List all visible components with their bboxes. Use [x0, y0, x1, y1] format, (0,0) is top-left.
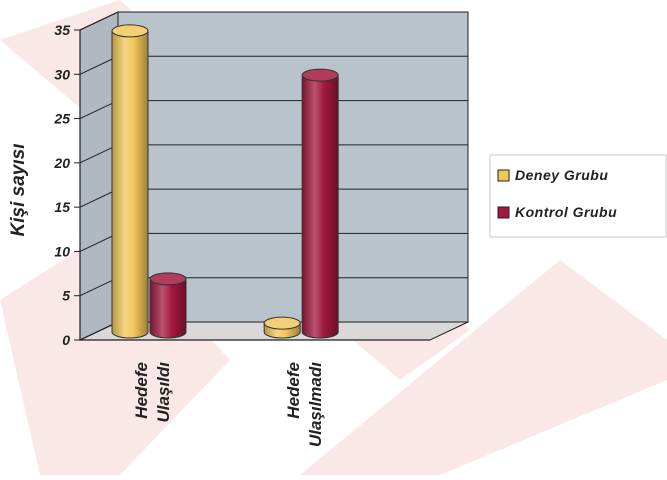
- legend: Deney Grubu Kontrol Grubu: [489, 154, 667, 238]
- watermark-stripe: [300, 260, 667, 475]
- bar-top: [111, 24, 149, 38]
- legend-label: Kontrol Grubu: [515, 204, 617, 220]
- bar: [263, 316, 301, 339]
- x-category-line: Ulaşıldı: [154, 362, 173, 423]
- bar-body: [111, 30, 149, 339]
- bar: [301, 68, 339, 339]
- legend-swatch: [497, 206, 510, 219]
- y-tick-label: 25: [53, 111, 70, 127]
- y-tick-label: 0: [62, 332, 70, 348]
- bar-top: [301, 68, 339, 82]
- y-tick-label: 30: [54, 66, 70, 82]
- x-category-line: Ulaşılmadı: [306, 362, 325, 447]
- y-tick-label: 35: [54, 22, 70, 38]
- y-tick-label: 15: [54, 199, 70, 215]
- x-category-label: Hedefe Ulaşıldı: [132, 362, 173, 423]
- legend-swatch: [497, 169, 510, 182]
- x-category-line: Hedefe: [132, 362, 151, 419]
- legend-label: Deney Grubu: [515, 167, 608, 183]
- watermark-stripe: [0, 230, 230, 475]
- bar-body: [149, 278, 187, 339]
- bar-top: [149, 272, 187, 286]
- legend-box: [489, 154, 667, 238]
- bars: [111, 24, 339, 339]
- bar: [149, 272, 187, 339]
- bar-top: [263, 316, 301, 330]
- y-axis-ticks: 0 5 10 15 20 25 30 35: [53, 22, 80, 348]
- y-tick-label: 5: [62, 288, 70, 304]
- x-axis-categories: Hedefe Ulaşıldı Hedefe Ulaşılmadı: [132, 362, 325, 447]
- x-category-line: Hedefe: [284, 362, 303, 419]
- y-tick-label: 20: [53, 155, 70, 171]
- bar: [111, 24, 149, 339]
- y-axis-title: Kişi sayısı: [8, 144, 29, 237]
- bar-body: [301, 74, 339, 339]
- gridline: [79, 11, 468, 31]
- y-tick-label: 10: [54, 243, 70, 259]
- x-category-label: Hedefe Ulaşılmadı: [284, 362, 325, 447]
